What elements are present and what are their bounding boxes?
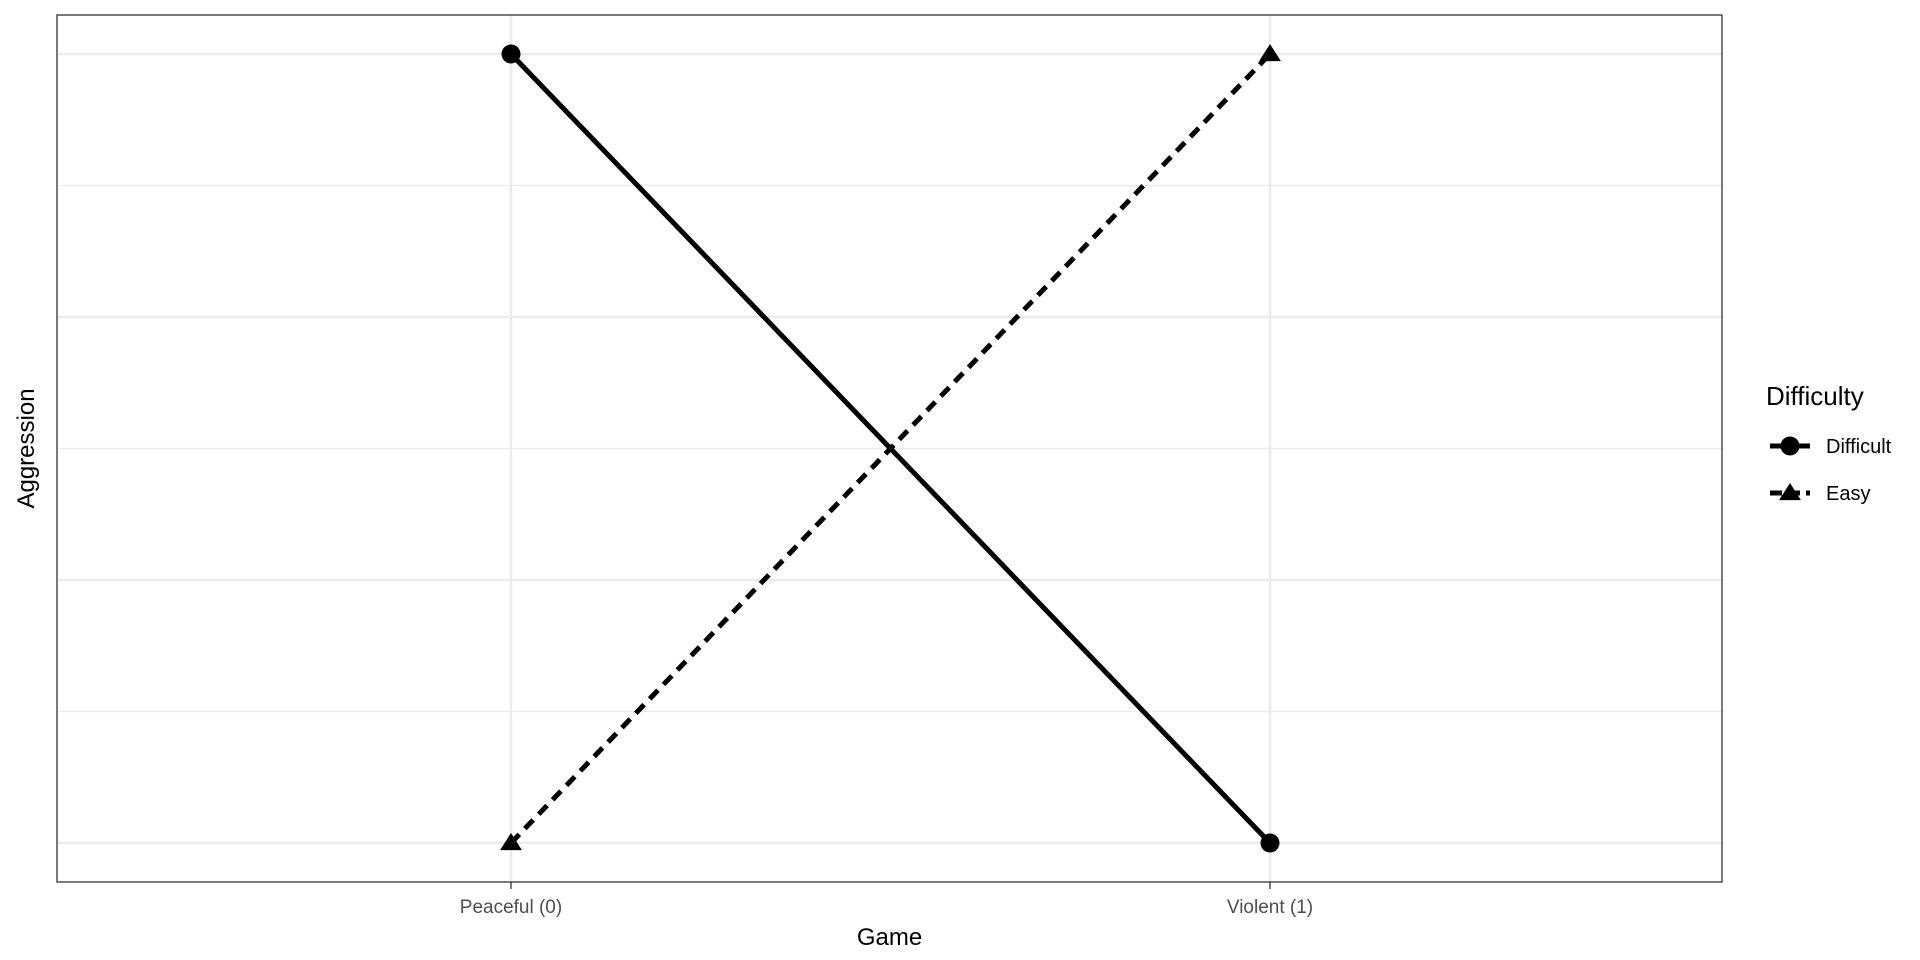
grid-lines (57, 15, 1722, 882)
legend: Difficulty Difficult Easy (1766, 381, 1892, 505)
legend-item-difficult: Difficult (1770, 436, 1892, 458)
legend-label-easy: Easy (1826, 483, 1870, 505)
x-tick-label: Violent (1) (1227, 897, 1313, 918)
x-tick-label: Peaceful (0) (460, 897, 562, 918)
point-easy (500, 833, 522, 851)
point-difficult (1260, 833, 1280, 853)
legend-key-marker-difficult (1780, 436, 1800, 456)
plot-panel-border (56, 14, 1723, 883)
point-difficult (501, 44, 521, 64)
legend-label-difficult: Difficult (1826, 436, 1892, 458)
legend-key-marker-easy (1779, 483, 1801, 501)
y-axis-title: Aggression (13, 388, 40, 508)
x-axis-ticks: Peaceful (0) Violent (1) (460, 882, 1313, 918)
series-markers (500, 44, 1281, 853)
legend-item-easy: Easy (1770, 483, 1870, 505)
legend-title: Difficulty (1766, 381, 1864, 411)
x-axis-title: Game (857, 924, 922, 951)
point-easy (1259, 44, 1281, 62)
series-lines (509, 52, 1272, 845)
series-line-easy (509, 52, 1272, 845)
legend-items: Difficult Easy (1770, 436, 1892, 505)
